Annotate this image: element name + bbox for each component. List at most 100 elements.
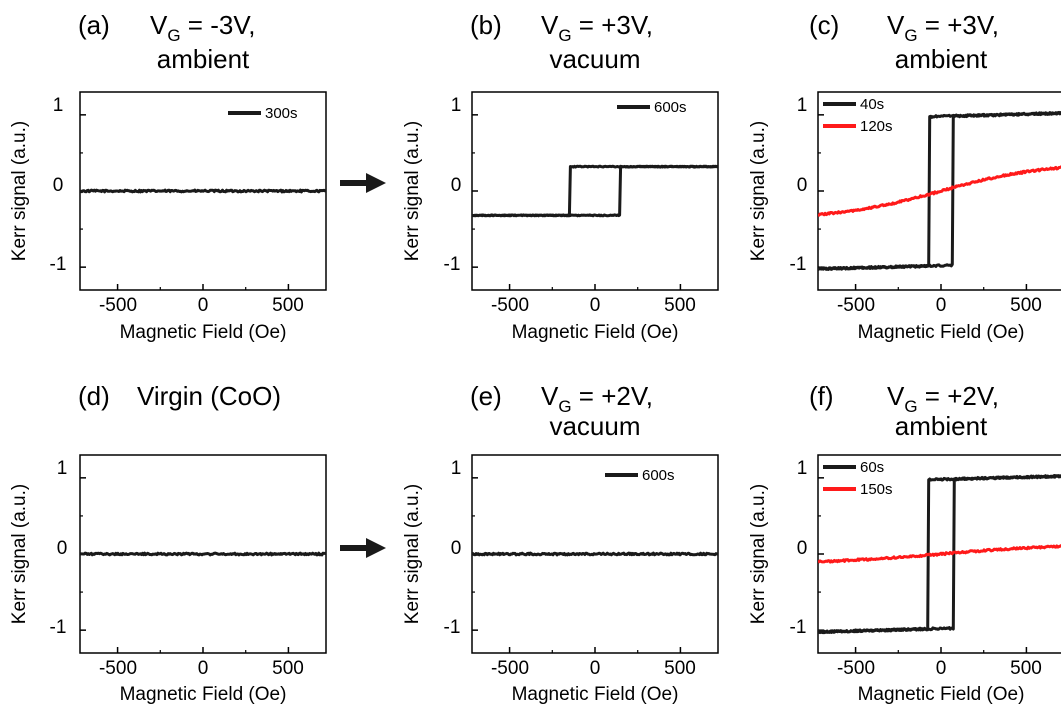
panel-c: (c) VG = +3V, ambient 40s 120s -1 0 1 -50… (748, 10, 1061, 343)
panel-e-xlabel: Magnetic Field (Oe) (512, 684, 679, 705)
panel-f-series (818, 474, 1061, 635)
panel-a-title-line2: ambient (157, 44, 250, 74)
panel-d-ytick-label-2: 0 (57, 538, 68, 559)
panel-e-title-sub: G (558, 397, 571, 416)
panel-e-title-rest: = +2V, (572, 381, 653, 411)
panel-e-ticks (472, 477, 682, 653)
panel-d-title: Virgin (CoO) (137, 381, 281, 411)
panel-a-xtick-label-3: 500 (272, 295, 304, 316)
panel-a-xlabel: Magnetic Field (Oe) (120, 322, 287, 343)
panel-b-title-rest: = +3V, (572, 10, 653, 40)
panel-e-series-600s-line (472, 551, 718, 557)
panel-d: (d) Virgin (CoO) -1 0 1 -500 0 500 Magne… (9, 381, 327, 705)
panel-e-legend: 600s (605, 467, 675, 484)
panel-a-ytick-label-2: 0 (53, 175, 64, 196)
panel-f-legend-label-1: 60s (860, 459, 884, 476)
panel-c-series-40s-line (818, 110, 1061, 272)
panel-c-letter: (c) (809, 10, 839, 40)
panel-d-series-signal-line (80, 551, 326, 557)
panel-c-ylabel: Kerr signal (a.u.) (748, 121, 769, 261)
panel-b-ytick-label-1: -1 (444, 254, 461, 275)
panel-b-legend: 600s (617, 99, 687, 116)
panel-f-title-main: V (887, 381, 905, 411)
panel-b: (b) VG = +3V, vacuum 600s -1 0 1 -500 0 … (402, 10, 719, 343)
panel-a-series-300s-line (80, 188, 326, 194)
panel-c-title-sub: G (904, 26, 917, 45)
panel-f-title-line2: ambient (895, 411, 988, 441)
panel-a-xtick-label-1: -500 (99, 295, 137, 316)
panel-e: (e) VG = +2V, vacuum 600s -1 0 1 -500 0 … (402, 381, 719, 705)
panel-c-legend: 40s 120s (823, 96, 893, 135)
panel-c-series (818, 110, 1061, 272)
panel-c-ytick-label-3: 1 (797, 95, 808, 116)
panel-f-xtick-label-2: 0 (936, 658, 947, 679)
panel-e-letter: (e) (470, 381, 502, 411)
panel-f-ylabel: Kerr signal (a.u.) (748, 484, 769, 624)
panel-c-title-rest: = +3V, (918, 10, 999, 40)
panel-f-legend-label-2: 150s (860, 481, 893, 498)
panel-e-xtick-label-2: 0 (590, 658, 601, 679)
arrow-a-to-b (340, 173, 386, 193)
panel-b-title-main: V (541, 10, 559, 40)
panel-c-xtick-label-1: -500 (837, 295, 875, 316)
panel-c-xtick-label-2: 0 (936, 295, 947, 316)
panel-c-ytick-label-2: 0 (797, 175, 808, 196)
panel-e-xtick-label-3: 500 (664, 658, 696, 679)
panel-b-xtick-label-1: -500 (491, 295, 529, 316)
panel-c-title: VG = +3V, (887, 10, 999, 45)
panel-a-legend: 300s (228, 105, 298, 122)
panel-b-xlabel: Magnetic Field (Oe) (512, 322, 679, 343)
panel-a-ticks (80, 114, 290, 290)
panel-e-xtick-label-1: -500 (491, 658, 529, 679)
panel-f-ytick-label-1: -1 (790, 617, 807, 638)
panel-d-ylabel: Kerr signal (a.u.) (9, 484, 30, 624)
panel-e-ytick-label-1: -1 (444, 617, 461, 638)
panel-d-ytick-label-1: -1 (50, 617, 67, 638)
panel-b-series (472, 164, 718, 218)
panel-c-legend-label-2: 120s (860, 118, 893, 135)
panel-a-ylabel: Kerr signal (a.u.) (9, 121, 30, 261)
panel-e-title: VG = +2V, (541, 381, 653, 416)
panel-f-letter: (f) (809, 381, 834, 411)
panel-b-title-line2: vacuum (549, 44, 640, 74)
panel-d-series (80, 551, 326, 557)
panel-c-ytick-label-1: -1 (790, 254, 807, 275)
panel-d-xtick-label-1: -500 (99, 658, 137, 679)
panel-c-xlabel: Magnetic Field (Oe) (858, 322, 1025, 343)
panel-f-title-rest: = +2V, (918, 381, 999, 411)
panel-e-series (472, 551, 718, 557)
panel-f-series-60s-line (818, 474, 1061, 635)
panel-e-ytick-label-2: 0 (451, 538, 462, 559)
panel-a-series (80, 188, 326, 194)
panel-f-ticks (818, 477, 1028, 653)
panel-b-xtick-label-3: 500 (664, 295, 696, 316)
panel-c-title-line2: ambient (895, 44, 988, 74)
panel-d-letter: (d) (78, 381, 110, 411)
panel-f: (f) VG = +2V, ambient 60s 150s -1 0 1 -50… (748, 381, 1061, 705)
panel-f-ytick-label-2: 0 (797, 538, 808, 559)
arrow-d-to-e (340, 538, 386, 558)
panel-b-xtick-label-2: 0 (590, 295, 601, 316)
panel-a-ytick-label-1: -1 (50, 254, 67, 275)
panel-b-ytick-label-3: 1 (451, 95, 462, 116)
panel-f-title-sub: G (904, 397, 917, 416)
panel-e-ylabel: Kerr signal (a.u.) (402, 484, 423, 624)
panel-f-series-150s-line (818, 544, 1061, 564)
panel-a-title-sub: G (167, 26, 180, 45)
panel-e-legend-label-1: 600s (642, 467, 675, 484)
panel-f-legend: 60s 150s (823, 459, 893, 498)
panel-b-ytick-label-2: 0 (451, 175, 462, 196)
panel-b-ylabel: Kerr signal (a.u.) (402, 121, 423, 261)
panel-d-title-main: Virgin (CoO) (137, 381, 281, 411)
panel-c-legend-label-1: 40s (860, 96, 884, 113)
panel-a-xtick-label-2: 0 (198, 295, 209, 316)
panel-d-xtick-label-2: 0 (198, 658, 209, 679)
panel-b-ticks (472, 114, 682, 290)
panel-a: (a) VG = -3V, ambient 300s -1 0 1 -500 0… (9, 10, 327, 343)
panel-a-legend-label-1: 300s (265, 105, 298, 122)
panel-b-letter: (b) (470, 10, 502, 40)
panel-c-xtick-label-3: 500 (1010, 295, 1042, 316)
panel-a-title-main: V (150, 10, 168, 40)
panel-b-title: VG = +3V, (541, 10, 653, 45)
